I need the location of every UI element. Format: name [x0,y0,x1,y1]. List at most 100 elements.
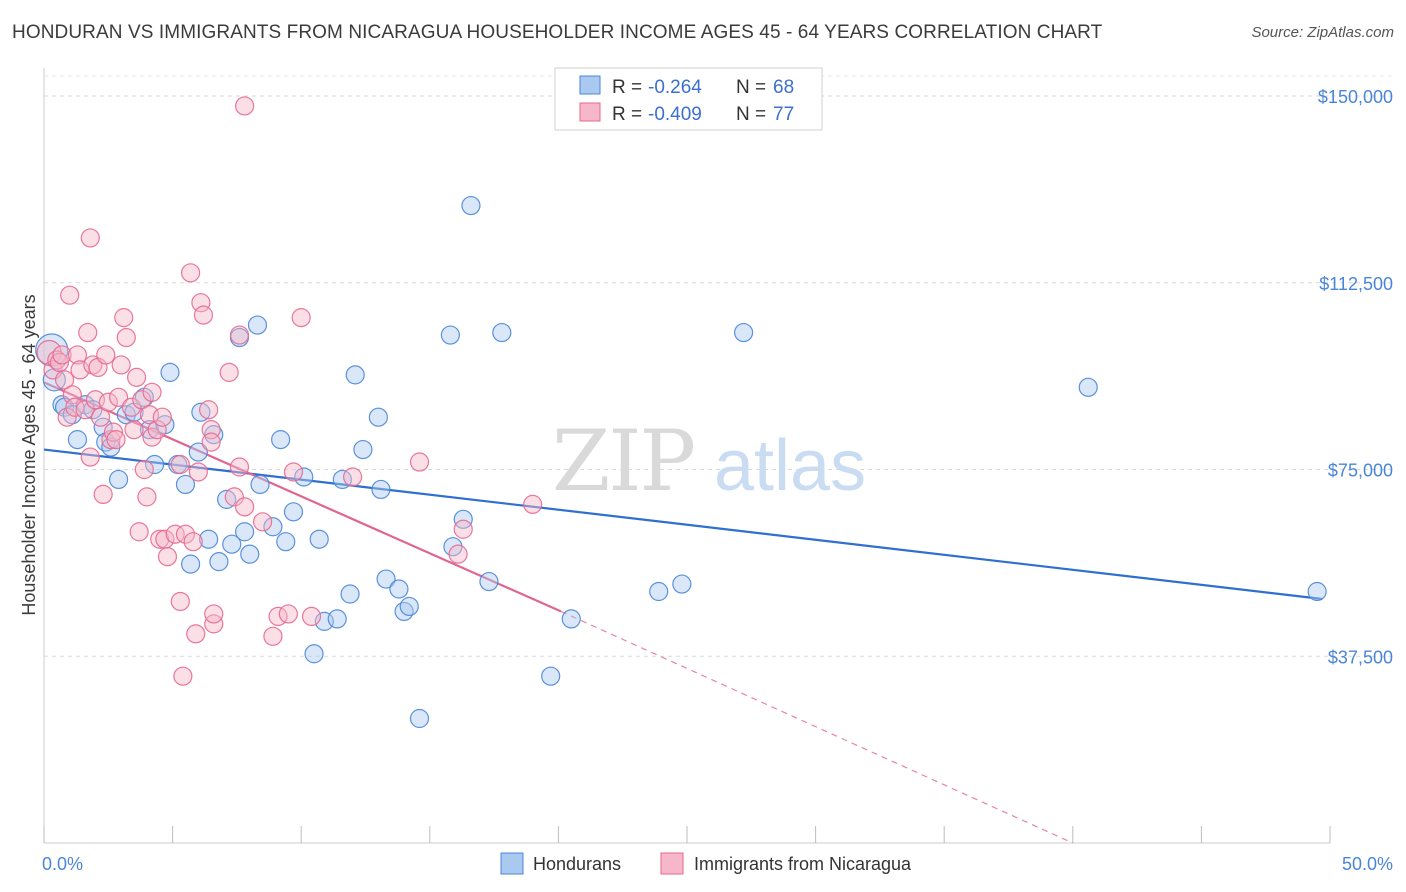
nicaragua-point [253,512,273,532]
nicaragua-point [78,322,98,343]
honduran-point [199,529,219,549]
nicaragua-point [124,420,144,440]
nicaragua-point [152,407,172,427]
honduran-point [250,474,270,495]
nicaragua-point [121,397,142,417]
axes [43,68,1331,844]
x-tick-labels: 0.0% 50.0% [42,854,1393,874]
nicaragua-point [132,390,152,410]
y-tick-label: $150,000 [1318,87,1393,107]
nicaragua-point [93,484,113,504]
nicaragua-point [150,529,170,549]
honduran-point [453,509,473,529]
honduran-point [139,420,160,440]
nicaragua-point [157,547,178,567]
nicaragua-point [114,308,134,328]
nicaragua-point [80,228,100,248]
nicaragua-point [343,467,363,487]
legend-r-label-2: R = [612,104,642,125]
legend-n-label-2: N = [736,104,766,125]
honduran-point [309,529,329,549]
honduran-point [541,666,561,686]
top-legend: R = -0.264 N = 68 R = -0.409 N = 77 [554,67,823,131]
nicaragua-point [201,432,221,452]
bottom-legend: Hondurans Immigrants from Nicaragua [500,852,912,875]
nicaragua-point [173,666,193,686]
honduran-point [108,469,129,490]
honduran-point [144,454,165,475]
honduran-point [181,554,201,574]
nicaragua-point [186,624,206,644]
legend-swatch-blue [579,75,601,95]
y-tick-labels: $37,500 $75,000 $112,500 $150,000 [1318,87,1393,667]
honduran-point [304,644,324,664]
nicaragua-point [175,524,196,544]
honduran-point [283,502,304,522]
watermark: ZIP atlas [552,412,866,510]
nicaragua-point [235,497,255,517]
nicaragua-point [106,430,126,450]
honduran-point [263,517,283,537]
nicaragua-point [90,407,111,427]
honduran-point [209,552,229,572]
nicaragua-point [75,400,95,420]
honduran-point [217,489,237,509]
honduran-point [409,708,430,729]
y-tick-label: $112,500 [1319,274,1393,294]
nicaragua-point [103,422,124,442]
honduran-point [376,569,396,589]
legend-r-label-1: R = [612,77,642,98]
honduran-point [188,442,208,462]
nicaragua-point [229,325,250,345]
honduran-point [399,596,419,617]
honduran-point [235,522,255,542]
nicaragua-point [170,591,190,612]
honduran-point [1078,377,1098,397]
nicaragua-point [126,367,147,387]
nicaragua-point [224,487,244,507]
honduran-point [461,195,481,216]
honduran-point [67,430,88,450]
nicaragua-point [183,532,203,552]
nicaragua-point [448,544,468,564]
bottom-legend-nicaragua: Immigrants from Nicaragua [694,854,912,874]
honduran-point [62,405,82,425]
honduran-point [345,365,365,385]
honduran-point [204,425,224,445]
nicaragua-point [283,462,304,482]
nicaragua-point [134,459,154,480]
honduran-point [353,439,373,460]
nicaragua-point [193,305,214,325]
honduran-point [649,581,669,602]
honduran-point [371,479,391,500]
nicaragua-point [291,308,311,328]
nicaragua-point [108,387,129,407]
nicaragua-point [62,385,82,405]
nicaragua-point [229,457,250,477]
gridlines [44,75,1395,657]
nicaragua-point [523,494,543,514]
honduran-point [276,532,296,552]
nicaragua-point [219,362,239,382]
nicaragua-point [52,345,72,365]
nicaragua-point [60,285,80,305]
nicaragua-point [111,355,131,375]
honduran-point [222,534,242,554]
honduran-point [191,402,211,422]
nicaragua-point [98,392,118,412]
nicaragua-point [165,524,185,544]
bottom-legend-swatch-nicaragua [660,852,684,875]
nicaragua-point [263,626,283,646]
honduran-point [479,571,499,592]
nicaragua-point [235,96,255,116]
nicaragua-point [137,487,157,507]
nicaragua-point [188,462,208,482]
honduran-point [733,322,754,343]
honduran-point [175,474,196,495]
honduran-point [340,584,360,604]
nicaragua-point [142,382,162,402]
x-tick-label-min: 0.0% [42,854,83,874]
nicaragua-point [147,420,167,440]
trend-line-nicaragua-extension [560,610,1074,844]
nicaragua-point [204,604,224,624]
